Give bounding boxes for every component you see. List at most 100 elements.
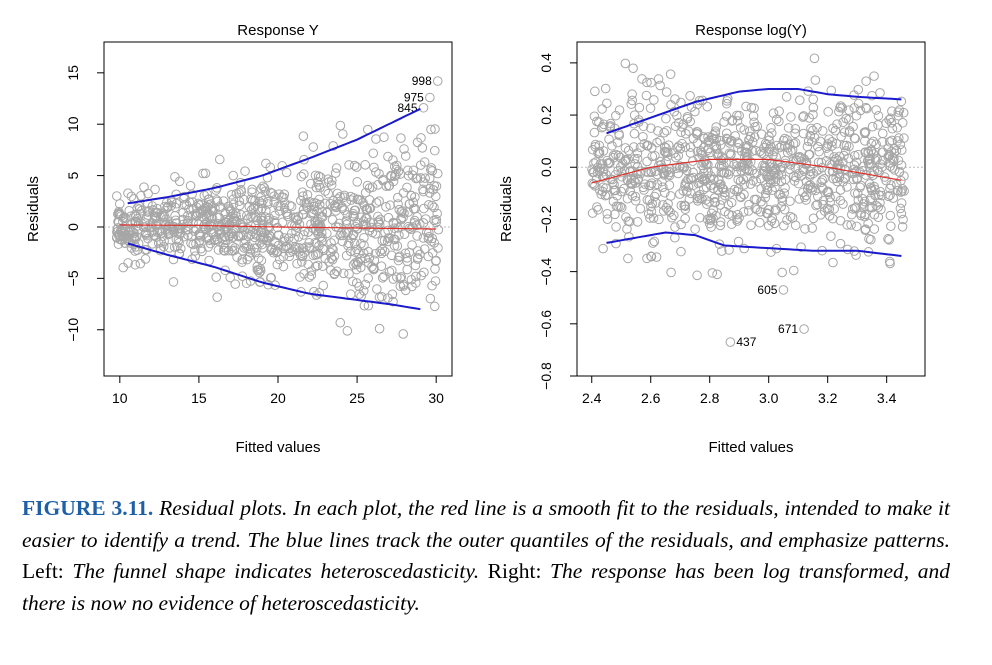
x-tick-label: 10 bbox=[112, 390, 128, 406]
scatter-point bbox=[367, 261, 377, 272]
scatter-point bbox=[612, 190, 622, 201]
scatter-point bbox=[866, 145, 877, 155]
scatter-point bbox=[373, 211, 383, 222]
scatter-point bbox=[860, 224, 871, 235]
scatter-point bbox=[701, 195, 711, 205]
scatter-point bbox=[773, 170, 784, 180]
scatter-point bbox=[123, 258, 133, 268]
scatter-point bbox=[369, 162, 379, 173]
scatter-point bbox=[648, 213, 659, 223]
scatter-point bbox=[808, 109, 818, 120]
scatter-point bbox=[849, 90, 859, 100]
scatter-point bbox=[429, 238, 440, 248]
scatter-point bbox=[400, 151, 411, 161]
scatter-point bbox=[326, 175, 337, 186]
scatter-point bbox=[150, 184, 160, 195]
scatter-point bbox=[809, 53, 820, 64]
scatter-point bbox=[616, 202, 627, 213]
scatter-point bbox=[774, 189, 784, 200]
scatter-point bbox=[790, 220, 801, 231]
scatter-point bbox=[632, 217, 643, 227]
scatter-point bbox=[713, 175, 724, 185]
scatter-point bbox=[665, 170, 675, 181]
scatter-point bbox=[233, 230, 244, 241]
scatter-point bbox=[884, 114, 894, 125]
scatter-point bbox=[227, 246, 238, 256]
scatter-point bbox=[314, 199, 325, 210]
scatter-point bbox=[849, 150, 860, 161]
scatter-point bbox=[779, 204, 790, 215]
scatter-point bbox=[377, 244, 388, 255]
scatter-point bbox=[883, 234, 893, 244]
scatter-point bbox=[344, 238, 354, 249]
scatter-point bbox=[673, 168, 683, 179]
scatter-point bbox=[772, 158, 783, 169]
scatter-point bbox=[323, 188, 334, 199]
scatter-point bbox=[886, 117, 897, 128]
scatter-point bbox=[430, 276, 441, 286]
scatter-point bbox=[179, 200, 190, 210]
scatter-point bbox=[835, 195, 846, 206]
scatter-point bbox=[186, 238, 196, 249]
x-tick-label: 20 bbox=[270, 390, 286, 406]
scatter-point bbox=[697, 160, 707, 171]
scatter-point bbox=[595, 163, 606, 173]
scatter-point bbox=[679, 200, 689, 211]
scatter-point bbox=[799, 166, 809, 177]
scatter-point bbox=[644, 180, 654, 191]
scatter-point bbox=[317, 212, 328, 222]
scatter-point bbox=[366, 222, 376, 233]
scatter-point bbox=[733, 143, 743, 153]
scatter-point bbox=[794, 151, 805, 162]
scatter-point bbox=[381, 202, 391, 212]
scatter-point bbox=[201, 211, 212, 222]
scatter-point bbox=[875, 197, 885, 208]
scatter-point bbox=[723, 209, 734, 219]
scatter-point bbox=[824, 134, 834, 144]
scatter-point bbox=[159, 217, 170, 228]
scatter-point bbox=[211, 185, 221, 195]
scatter-series bbox=[111, 76, 444, 339]
scatter-point bbox=[607, 174, 618, 185]
scatter-point bbox=[635, 203, 646, 214]
scatter-point bbox=[850, 133, 861, 144]
y-tick-label: 0.0 bbox=[538, 157, 554, 177]
scatter-point bbox=[897, 221, 908, 232]
scatter-point bbox=[114, 199, 125, 209]
scatter-point bbox=[627, 179, 638, 189]
scatter-point bbox=[318, 280, 329, 291]
scatter-point bbox=[754, 217, 765, 228]
scatter-point bbox=[876, 204, 886, 215]
scatter-point bbox=[873, 202, 883, 212]
scatter-point bbox=[139, 182, 149, 192]
scatter-point bbox=[302, 202, 312, 213]
scatter-point bbox=[877, 128, 888, 139]
scatter-point bbox=[883, 151, 893, 162]
scatter-point bbox=[130, 259, 141, 270]
scatter-point bbox=[243, 223, 253, 234]
scatter-point bbox=[752, 121, 763, 132]
scatter-point bbox=[749, 132, 760, 142]
scatter-point bbox=[328, 141, 338, 151]
scatter-point bbox=[676, 200, 687, 211]
scatter-point bbox=[342, 210, 353, 220]
scatter-point bbox=[231, 211, 241, 222]
scatter-point bbox=[810, 75, 821, 85]
scatter-point bbox=[846, 209, 857, 220]
scatter-point bbox=[654, 214, 664, 225]
scatter-point bbox=[310, 170, 321, 181]
scatter-point bbox=[226, 189, 237, 200]
scatter-point bbox=[646, 77, 656, 88]
scatter-point bbox=[799, 192, 810, 203]
scatter-point bbox=[395, 169, 406, 179]
scatter-point bbox=[285, 200, 295, 211]
scatter-point bbox=[844, 125, 855, 136]
scatter-point bbox=[194, 229, 205, 239]
scatter-point bbox=[780, 158, 791, 169]
scatter-point bbox=[307, 207, 318, 218]
scatter-point bbox=[375, 246, 385, 257]
scatter-point bbox=[692, 270, 702, 281]
scatter-point bbox=[316, 228, 327, 238]
scatter-point bbox=[830, 125, 841, 136]
scatter-point bbox=[646, 206, 657, 217]
